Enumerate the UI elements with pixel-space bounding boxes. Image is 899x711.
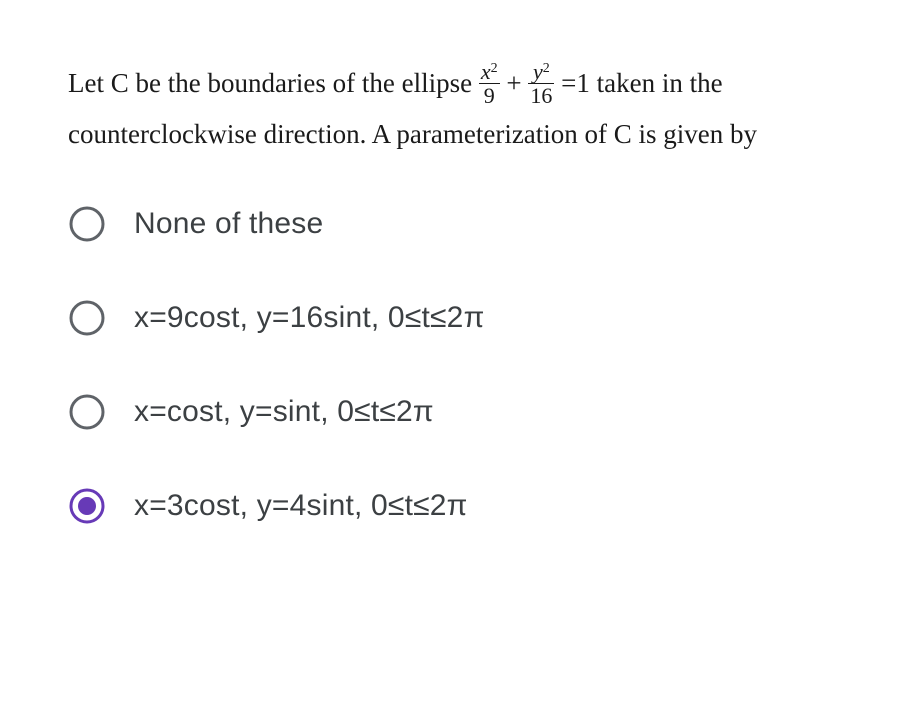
option-label: x=cost, y=sint, 0≤t≤2π <box>134 395 434 429</box>
question-container: Let C be the boundaries of the ellipse x… <box>0 0 899 621</box>
radio-icon <box>68 205 106 243</box>
options-list: None of these x=9cost, y=16sint, 0≤t≤2π … <box>68 205 839 525</box>
option-label: x=3cost, y=4sint, 0≤t≤2π <box>134 489 468 523</box>
question-line2: counterclockwise direction. A parameteri… <box>68 109 839 160</box>
option-0[interactable]: None of these <box>68 205 839 243</box>
option-label: x=9cost, y=16sint, 0≤t≤2π <box>134 301 484 335</box>
question-stem: Let C be the boundaries of the ellipse x… <box>68 58 839 161</box>
question-pre-text: Let C be the boundaries of the ellipse <box>68 68 479 98</box>
option-label: None of these <box>134 207 323 241</box>
plus-sign: + <box>506 68 521 98</box>
option-2[interactable]: x=cost, y=sint, 0≤t≤2π <box>68 393 839 431</box>
option-3[interactable]: x=3cost, y=4sint, 0≤t≤2π <box>68 487 839 525</box>
radio-icon <box>68 393 106 431</box>
question-mid-text: =1 taken in the <box>561 68 722 98</box>
radio-icon <box>68 299 106 337</box>
fraction-x: x2 9 <box>479 60 500 107</box>
radio-icon-selected <box>68 487 106 525</box>
fraction-y: y2 16 <box>528 60 554 107</box>
option-1[interactable]: x=9cost, y=16sint, 0≤t≤2π <box>68 299 839 337</box>
